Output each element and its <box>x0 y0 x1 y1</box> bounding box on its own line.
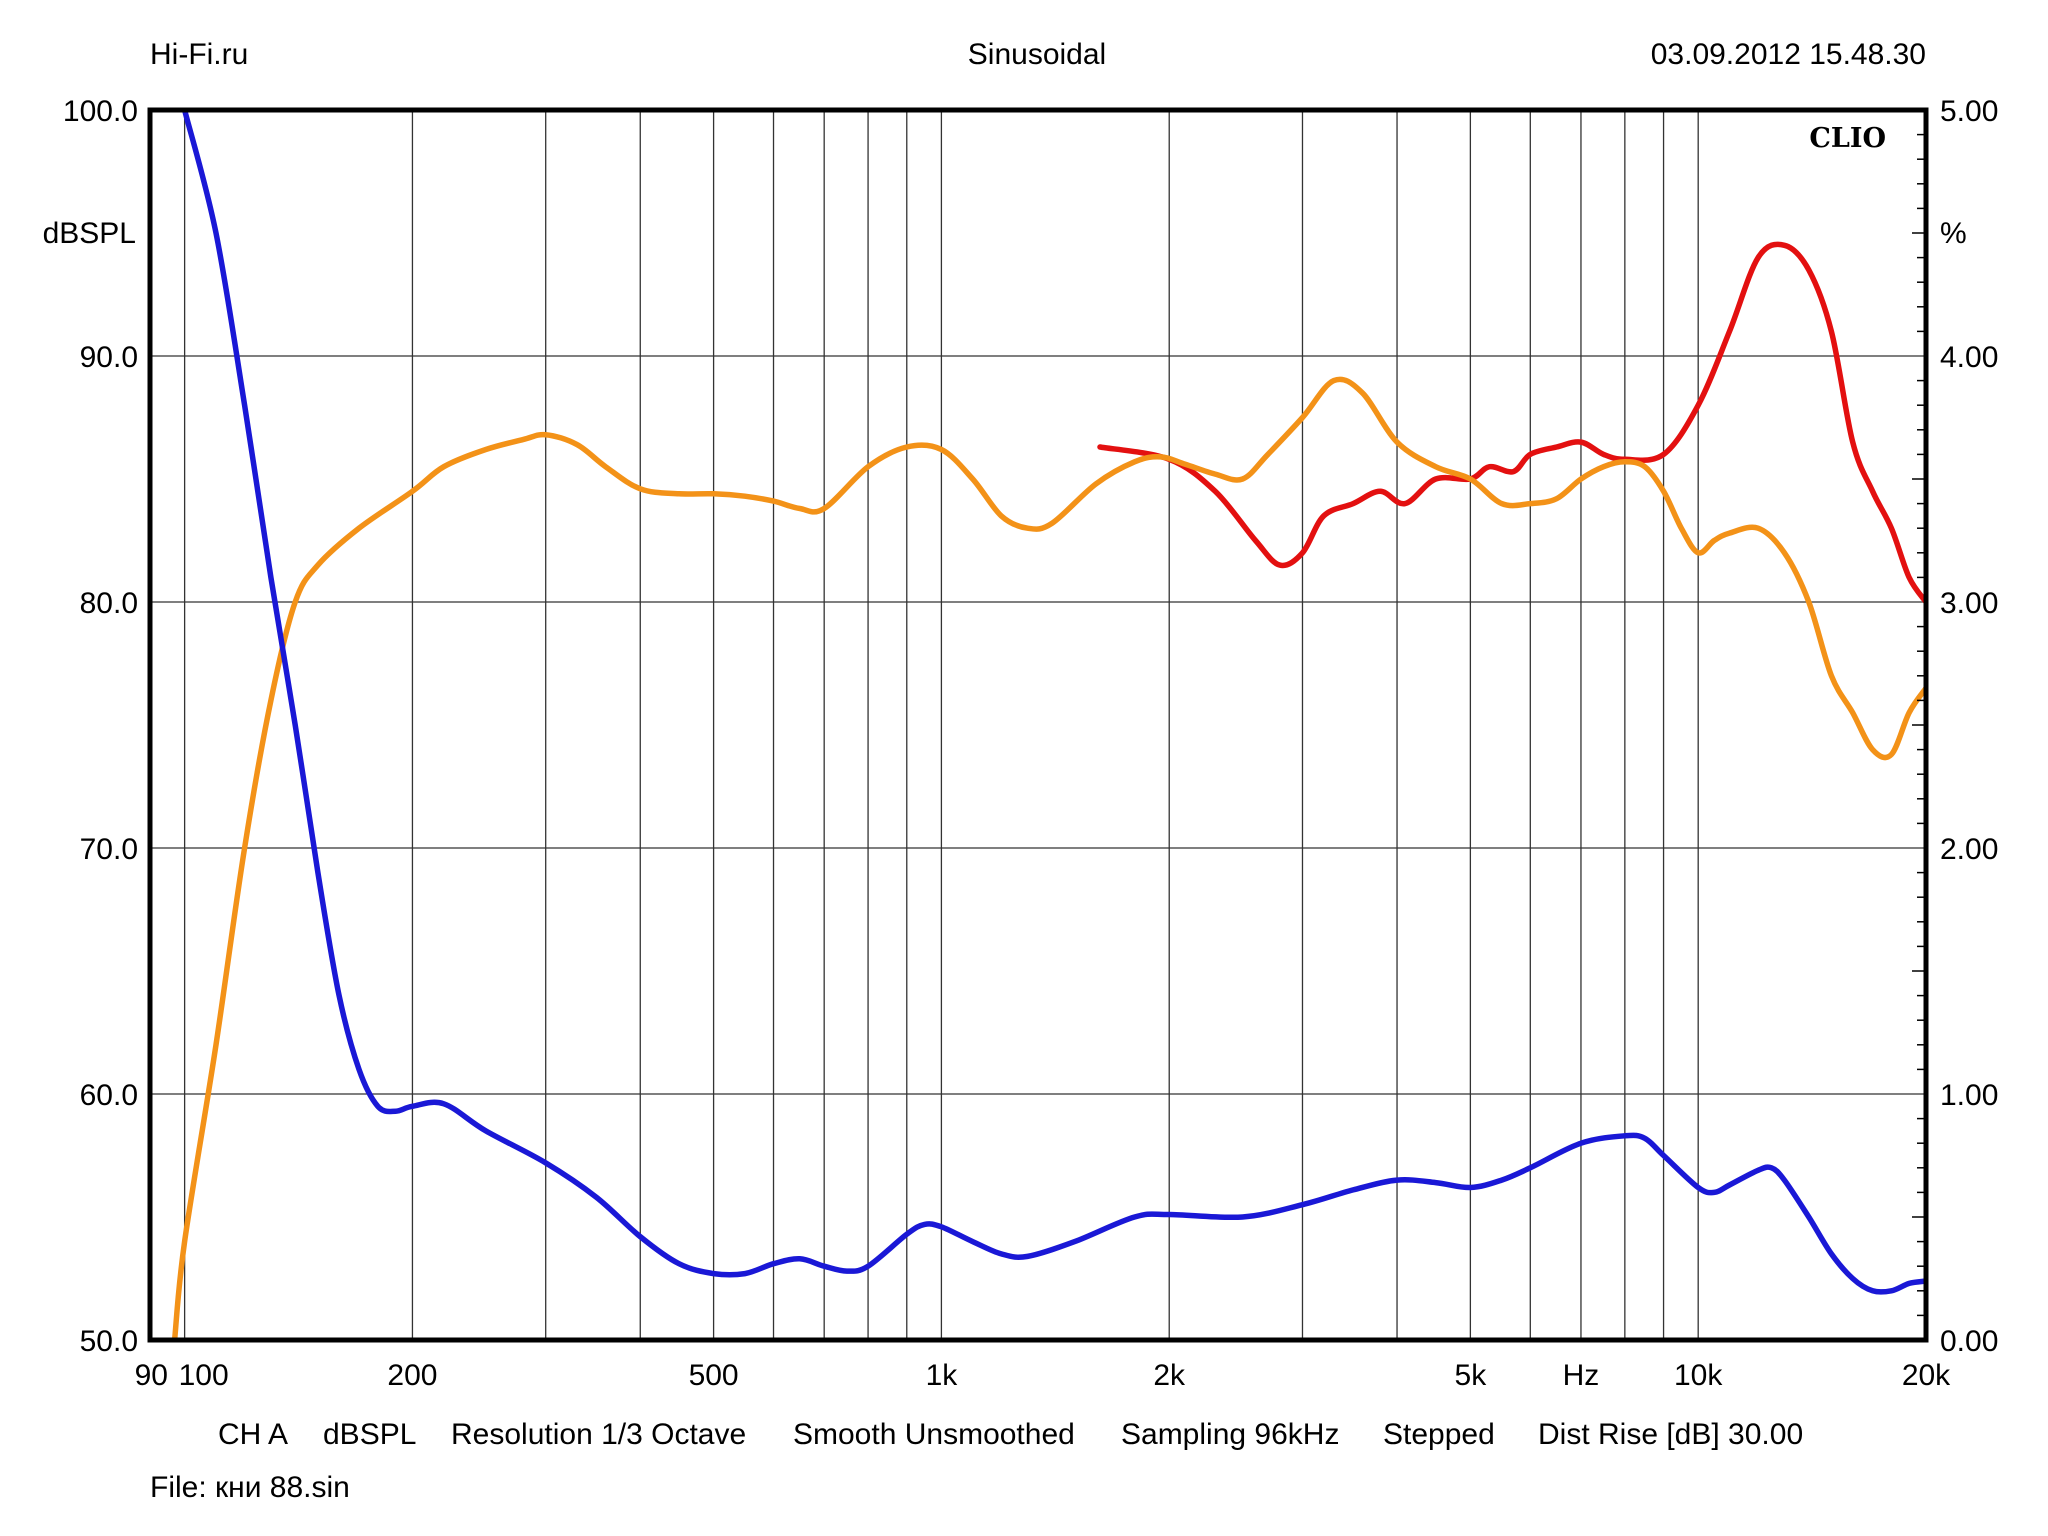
y2-tick-label: 0.00 <box>1940 1325 1998 1358</box>
y-axis-label: dBSPL <box>43 217 136 250</box>
header-title: Sinusoidal <box>968 38 1106 71</box>
series-line-2 <box>171 376 1926 1340</box>
footer-smoothing: Smooth Unsmoothed <box>793 1418 1075 1451</box>
series-lines <box>171 110 1926 1340</box>
y2-tick-label: 1.00 <box>1940 1079 1998 1112</box>
y-tick-label: 80.0 <box>80 587 138 620</box>
y-tick-label: 100.0 <box>63 95 138 128</box>
clio-logo: CLIO <box>1809 123 1886 154</box>
plot-frame <box>147 107 1929 1343</box>
x-tick-label: 90 <box>135 1359 168 1392</box>
footer-mode: Stepped <box>1383 1418 1495 1451</box>
y2-tick-label: 2.00 <box>1940 833 1998 866</box>
y2-tick-label: 5.00 <box>1940 95 1998 128</box>
y2-tick-label: 3.00 <box>1940 587 1998 620</box>
x-tick-label: 100 <box>179 1359 229 1392</box>
x-tick-label: 500 <box>689 1359 739 1392</box>
series-line-3 <box>181 110 1926 1295</box>
y2-tick-label: 4.00 <box>1940 341 1998 374</box>
header-timestamp: 03.09.2012 15.48.30 <box>1651 38 1926 71</box>
footer-dist-rise: Dist Rise [dB] 30.00 <box>1538 1418 1803 1451</box>
x-tick-label: 10k <box>1674 1359 1723 1392</box>
footer-unit: dBSPL <box>323 1418 416 1451</box>
header-source: Hi-Fi.ru <box>150 38 248 71</box>
x-axis-unit-label: Hz <box>1563 1359 1600 1392</box>
footer-file: File: кни 88.sin <box>150 1471 350 1504</box>
x-tick-label: 5k <box>1455 1359 1488 1392</box>
x-tick-label: 200 <box>387 1359 437 1392</box>
footer-resolution: Resolution 1/3 Octave <box>451 1418 746 1451</box>
y-tick-label: 50.0 <box>80 1325 138 1358</box>
x-tick-label: 2k <box>1153 1359 1186 1392</box>
footer-channel: CH A <box>218 1418 288 1451</box>
series-line-1 <box>1097 241 1926 605</box>
y-tick-label: 90.0 <box>80 341 138 374</box>
y2-axis-label: % <box>1940 217 1967 250</box>
grid <box>150 110 1926 1340</box>
x-tick-label: 1k <box>926 1359 959 1392</box>
axis-ticks: 90 100 200 500 1k 2k 5k 10k 20k Hz 50.0 60.0 70.0 80.… <box>63 95 1998 1392</box>
y-tick-label: 60.0 <box>80 1079 138 1112</box>
x-tick-label: 20k <box>1902 1359 1951 1392</box>
footer-sampling: Sampling 96kHz <box>1121 1418 1339 1451</box>
y-tick-label: 70.0 <box>80 833 138 866</box>
